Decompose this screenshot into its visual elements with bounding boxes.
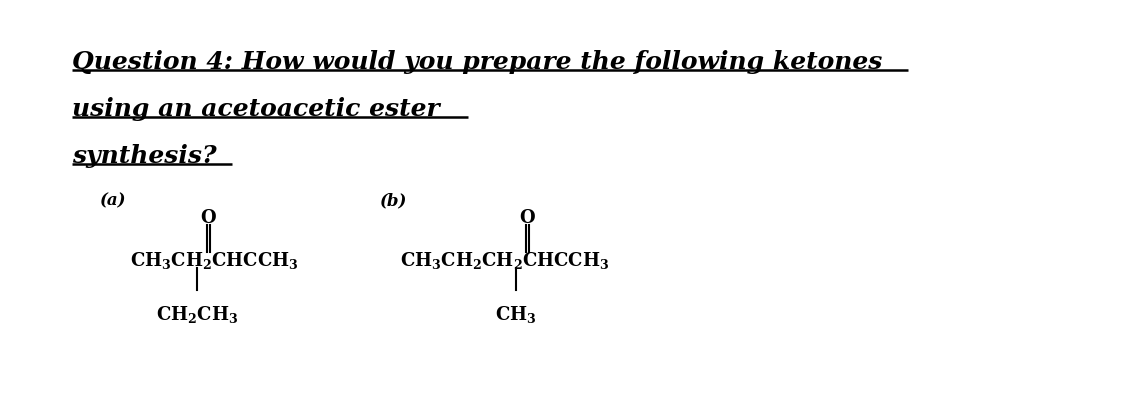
Text: $\mathregular{CH_3CH_2CH_2CHCCH_3}$: $\mathregular{CH_3CH_2CH_2CHCCH_3}$ <box>400 249 610 271</box>
Text: (a): (a) <box>100 192 126 209</box>
Text: $\mathregular{CH_3}$: $\mathregular{CH_3}$ <box>495 304 537 325</box>
Text: (b): (b) <box>380 192 407 209</box>
Text: $\mathregular{CH_3CH_2CHCCH_3}$: $\mathregular{CH_3CH_2CHCCH_3}$ <box>130 249 298 271</box>
Text: O: O <box>520 209 534 227</box>
Text: synthesis?: synthesis? <box>72 144 217 168</box>
Text: O: O <box>200 209 216 227</box>
Text: using an acetoacetic ester: using an acetoacetic ester <box>72 97 440 121</box>
Text: Question 4: How would you prepare the following ketones: Question 4: How would you prepare the fo… <box>72 50 882 74</box>
Text: $\mathregular{CH_2CH_3}$: $\mathregular{CH_2CH_3}$ <box>156 304 238 325</box>
